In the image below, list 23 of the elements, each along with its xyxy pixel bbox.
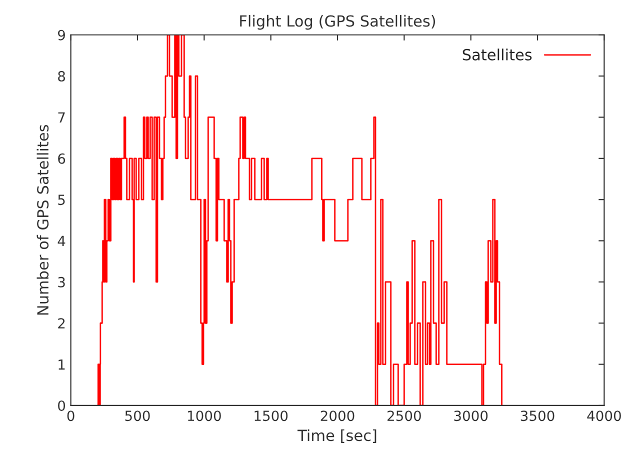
x-tick-label: 0 bbox=[67, 410, 74, 422]
y-tick-label: 8 bbox=[58, 71, 66, 82]
x-tick-label: 4000 bbox=[587, 410, 621, 422]
y-tick-label: 5 bbox=[58, 194, 65, 206]
chart-title: Flight Log (GPS Satellites) bbox=[240, 14, 436, 30]
y-tick-label: 6 bbox=[58, 153, 66, 164]
y-tick-label: 0 bbox=[58, 400, 66, 411]
x-tick-label: 2500 bbox=[388, 410, 421, 422]
y-tick-label: 1 bbox=[58, 359, 65, 370]
x-tick-label: 3000 bbox=[454, 410, 488, 422]
x-tick-label: 1500 bbox=[254, 410, 288, 422]
x-tick-label: 2000 bbox=[320, 410, 354, 422]
x-axis-title: Time [sec] bbox=[298, 429, 376, 443]
y-tick-label: 3 bbox=[58, 276, 65, 288]
y-tick-label: 9 bbox=[58, 30, 65, 40]
y-tick-label: 7 bbox=[58, 112, 65, 123]
y-tick-label: 2 bbox=[58, 318, 65, 328]
y-tick-label: 4 bbox=[58, 236, 66, 246]
x-tick-label: 500 bbox=[125, 410, 150, 422]
y-axis-title: Number of GPS Satellites bbox=[36, 124, 49, 315]
x-tick-label: 3500 bbox=[520, 410, 554, 422]
x-tick-label: 1000 bbox=[188, 410, 221, 422]
legend-label: Satellites bbox=[462, 48, 532, 60]
